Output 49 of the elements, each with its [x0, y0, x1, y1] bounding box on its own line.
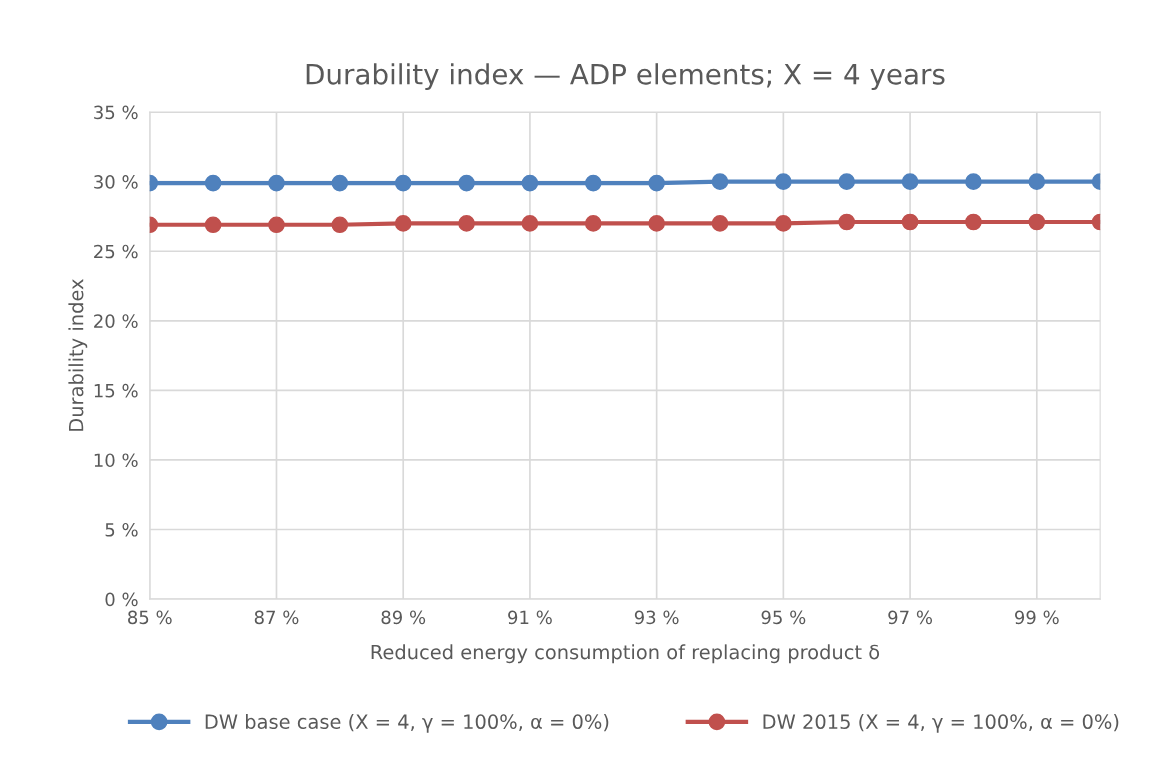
point: [775, 215, 792, 232]
y-tick-label: 10 %: [94, 453, 138, 468]
y-axis-title: Durability index: [68, 279, 88, 431]
point: [775, 173, 792, 190]
point: [584, 174, 602, 192]
y-tick-label: 15 %: [94, 383, 138, 398]
point: [458, 174, 475, 192]
point: [711, 215, 729, 232]
point: [394, 174, 412, 192]
y-tick-label: 35 %: [94, 105, 138, 120]
legend-label: DW base case (X = 4, γ = 100%, α = 0%): [205, 713, 609, 733]
point: [648, 174, 665, 192]
x-tick-label: 87 %: [254, 610, 299, 625]
point: [268, 216, 285, 234]
point: [204, 174, 222, 192]
point: [901, 173, 919, 190]
x-tick-label: 89 %: [381, 610, 426, 625]
y-tick-label: 25 %: [94, 244, 138, 259]
x-axis-title: Reduced energy consumption of replacing product δ: [371, 644, 880, 664]
x-tick-label: 91 %: [508, 610, 552, 625]
point: [965, 213, 982, 231]
y-tick-label: 20 %: [94, 314, 138, 328]
x-tick-label: 93 %: [634, 610, 679, 625]
point: [584, 215, 602, 232]
point: [901, 213, 919, 231]
y-tick-label: 30 %: [94, 175, 138, 189]
y-tick-label: 5 %: [105, 522, 138, 537]
point: [1028, 173, 1046, 190]
point: [331, 216, 349, 234]
x-tick-label: 85 %: [128, 610, 172, 625]
point: [711, 173, 729, 190]
point: [204, 216, 222, 234]
point: [521, 215, 539, 232]
point: [838, 213, 856, 231]
point: [1028, 213, 1046, 231]
point: [965, 173, 982, 190]
chart-title: Durability index — ADP elements; X = 4 years: [306, 63, 945, 91]
point: [331, 174, 349, 192]
x-tick-label: 99 %: [1015, 610, 1059, 625]
point: [458, 215, 475, 232]
x-tick-label: 95 %: [761, 610, 806, 625]
y-tick-label: 0 %: [105, 592, 138, 607]
point: [648, 215, 665, 232]
point: [521, 174, 539, 192]
point: [838, 173, 856, 190]
x-tick-label: 97 %: [888, 610, 933, 625]
point: [268, 174, 285, 192]
legend-label: DW 2015 (X = 4, γ = 100%, α = 0%): [763, 713, 1119, 733]
point: [394, 215, 412, 232]
